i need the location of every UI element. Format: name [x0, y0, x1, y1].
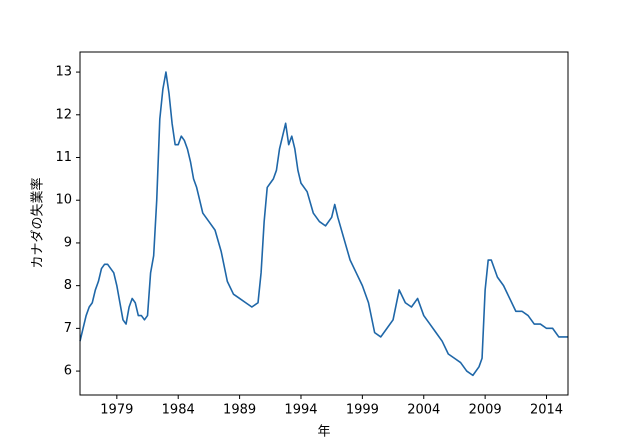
plot-frame	[79, 51, 569, 396]
y-tick-label: 9	[64, 235, 72, 250]
x-tick-label: 1999	[346, 403, 379, 418]
x-axis-label: 年	[317, 425, 330, 440]
y-tick-label: 7	[64, 321, 72, 336]
x-tick-label: 1979	[100, 403, 133, 418]
y-tick-label: 12	[55, 107, 72, 122]
y-tick-label: 6	[64, 364, 72, 379]
y-tick-label: 10	[55, 193, 72, 208]
x-tick-label: 2004	[407, 403, 440, 418]
y-tick-label: 11	[55, 150, 72, 165]
data-line	[79, 71, 568, 377]
y-tick-label: 13	[55, 65, 72, 80]
x-tick-label: 2009	[469, 403, 502, 418]
x-tick-label: 2014	[530, 403, 563, 418]
x-tick-label: 1994	[284, 403, 317, 418]
x-tick-label: 1989	[223, 403, 256, 418]
x-tick-label: 1984	[162, 403, 195, 418]
y-axis-label: カナダの失業率	[30, 177, 46, 268]
y-tick-label: 8	[64, 278, 72, 293]
